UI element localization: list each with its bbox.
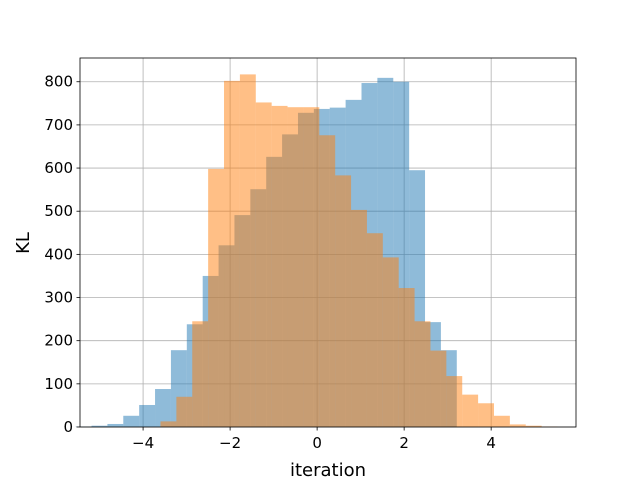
histogram-bars xyxy=(75,74,558,428)
histogram-bar xyxy=(462,394,479,427)
y-tick-label: 300 xyxy=(44,289,73,307)
histogram-bar xyxy=(123,415,140,427)
y-tick-label: 500 xyxy=(44,202,73,220)
histogram-bar xyxy=(255,102,272,427)
histogram-bar xyxy=(224,80,240,427)
histogram-bar xyxy=(366,233,383,427)
x-tick-label: 2 xyxy=(399,434,409,452)
x-axis-label: iteration xyxy=(290,460,366,480)
x-tick-label: −2 xyxy=(219,434,241,452)
y-axis-label: KL xyxy=(13,232,34,254)
y-tick-label: 400 xyxy=(44,245,73,263)
x-tick-label: 4 xyxy=(486,434,496,452)
histogram-bar xyxy=(509,424,526,427)
histogram-bar xyxy=(139,404,156,427)
histogram-bar xyxy=(107,423,124,427)
y-tick-label: 0 xyxy=(63,418,73,436)
x-axis-ticks: −4 −2 0 2 4 xyxy=(132,427,496,452)
histogram-bar xyxy=(91,425,108,427)
plot-frame xyxy=(79,57,577,428)
x-tick-label: 0 xyxy=(312,434,322,452)
histogram-bar xyxy=(176,396,193,427)
histogram-bar xyxy=(208,168,225,428)
series-1-bars xyxy=(160,74,558,428)
histogram-bar xyxy=(192,321,209,427)
x-tick-label: −4 xyxy=(132,434,154,452)
histogram-bar xyxy=(446,376,463,427)
histogram-bar xyxy=(160,421,177,427)
histogram-bar xyxy=(525,425,542,427)
histogram-bar xyxy=(239,74,256,428)
histogram-bar xyxy=(382,257,399,427)
histogram-bar xyxy=(319,135,336,427)
y-axis-ticks: 0 100 200 300 400 500 600 700 800 xyxy=(44,73,80,436)
histogram-bar xyxy=(478,403,494,427)
histogram-bar xyxy=(155,389,171,427)
y-tick-label: 100 xyxy=(44,375,73,393)
histogram-bar xyxy=(414,321,431,427)
histogram-bar xyxy=(351,209,367,427)
histogram-bar xyxy=(398,288,415,427)
histogram-bar xyxy=(335,175,352,427)
histogram-bar xyxy=(287,107,304,427)
y-tick-label: 600 xyxy=(44,159,73,177)
y-tick-label: 700 xyxy=(44,116,73,134)
y-tick-label: 200 xyxy=(44,332,73,350)
histogram-bar xyxy=(493,415,510,427)
histogram-bar xyxy=(271,105,288,427)
histogram-bar xyxy=(430,350,447,427)
histogram-bar xyxy=(303,107,320,427)
y-tick-label: 800 xyxy=(44,73,73,91)
